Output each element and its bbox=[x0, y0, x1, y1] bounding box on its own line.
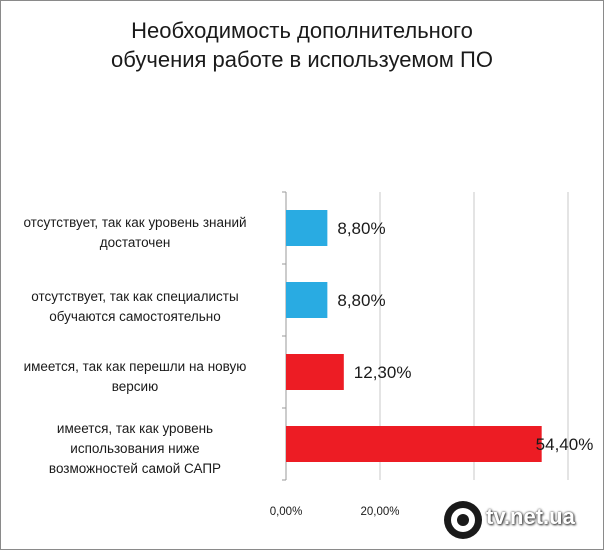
bar bbox=[286, 354, 344, 390]
site-watermark: tv.net.ua bbox=[440, 496, 600, 542]
data-label: 8,80% bbox=[337, 219, 385, 238]
category-label-3-line-1: имеется, так как перешли на новую bbox=[23, 359, 247, 374]
category-label-1: отсутствует, так как уровень знаний дост… bbox=[4, 213, 266, 253]
bar bbox=[286, 426, 542, 462]
category-label-2-line-2: обучаются самостоятельно bbox=[49, 309, 221, 324]
x-tick-label: 20,00% bbox=[360, 506, 399, 518]
category-label-1-line-1: отсутствует, так как уровень знаний bbox=[23, 215, 247, 230]
x-tick-label: 0,00% bbox=[270, 506, 303, 518]
category-label-2: отсутствует, так как специалисты обучают… bbox=[4, 287, 266, 327]
category-label-4-line-1: имеется, так как уровень bbox=[56, 421, 214, 436]
chart-title: Необходимость дополнительного обучения р… bbox=[0, 16, 604, 74]
chart-title-line-1: Необходимость дополнительного bbox=[131, 18, 473, 43]
category-label-2-line-1: отсутствует, так как специалисты bbox=[31, 289, 239, 304]
watermark-logo-icon bbox=[444, 501, 482, 539]
bar bbox=[286, 282, 328, 318]
category-label-1-line-2: достаточен bbox=[99, 235, 171, 250]
chart-title-line-2: обучения работе в используемом ПО bbox=[111, 47, 493, 72]
category-label-4: имеется, так как уровень использования н… bbox=[4, 419, 266, 479]
data-label: 8,80% bbox=[337, 291, 385, 310]
data-label: 54,40% bbox=[536, 435, 594, 454]
bar bbox=[286, 210, 328, 246]
category-label-4-line-3: возможностей самой САПР bbox=[48, 461, 222, 476]
data-label: 12,30% bbox=[354, 363, 412, 382]
category-label-3-line-2: версию bbox=[111, 379, 159, 394]
category-label-3: имеется, так как перешли на новую версию bbox=[4, 357, 266, 397]
watermark-text: tv.net.ua bbox=[486, 504, 575, 529]
category-label-4-line-2: использования ниже bbox=[70, 441, 200, 456]
